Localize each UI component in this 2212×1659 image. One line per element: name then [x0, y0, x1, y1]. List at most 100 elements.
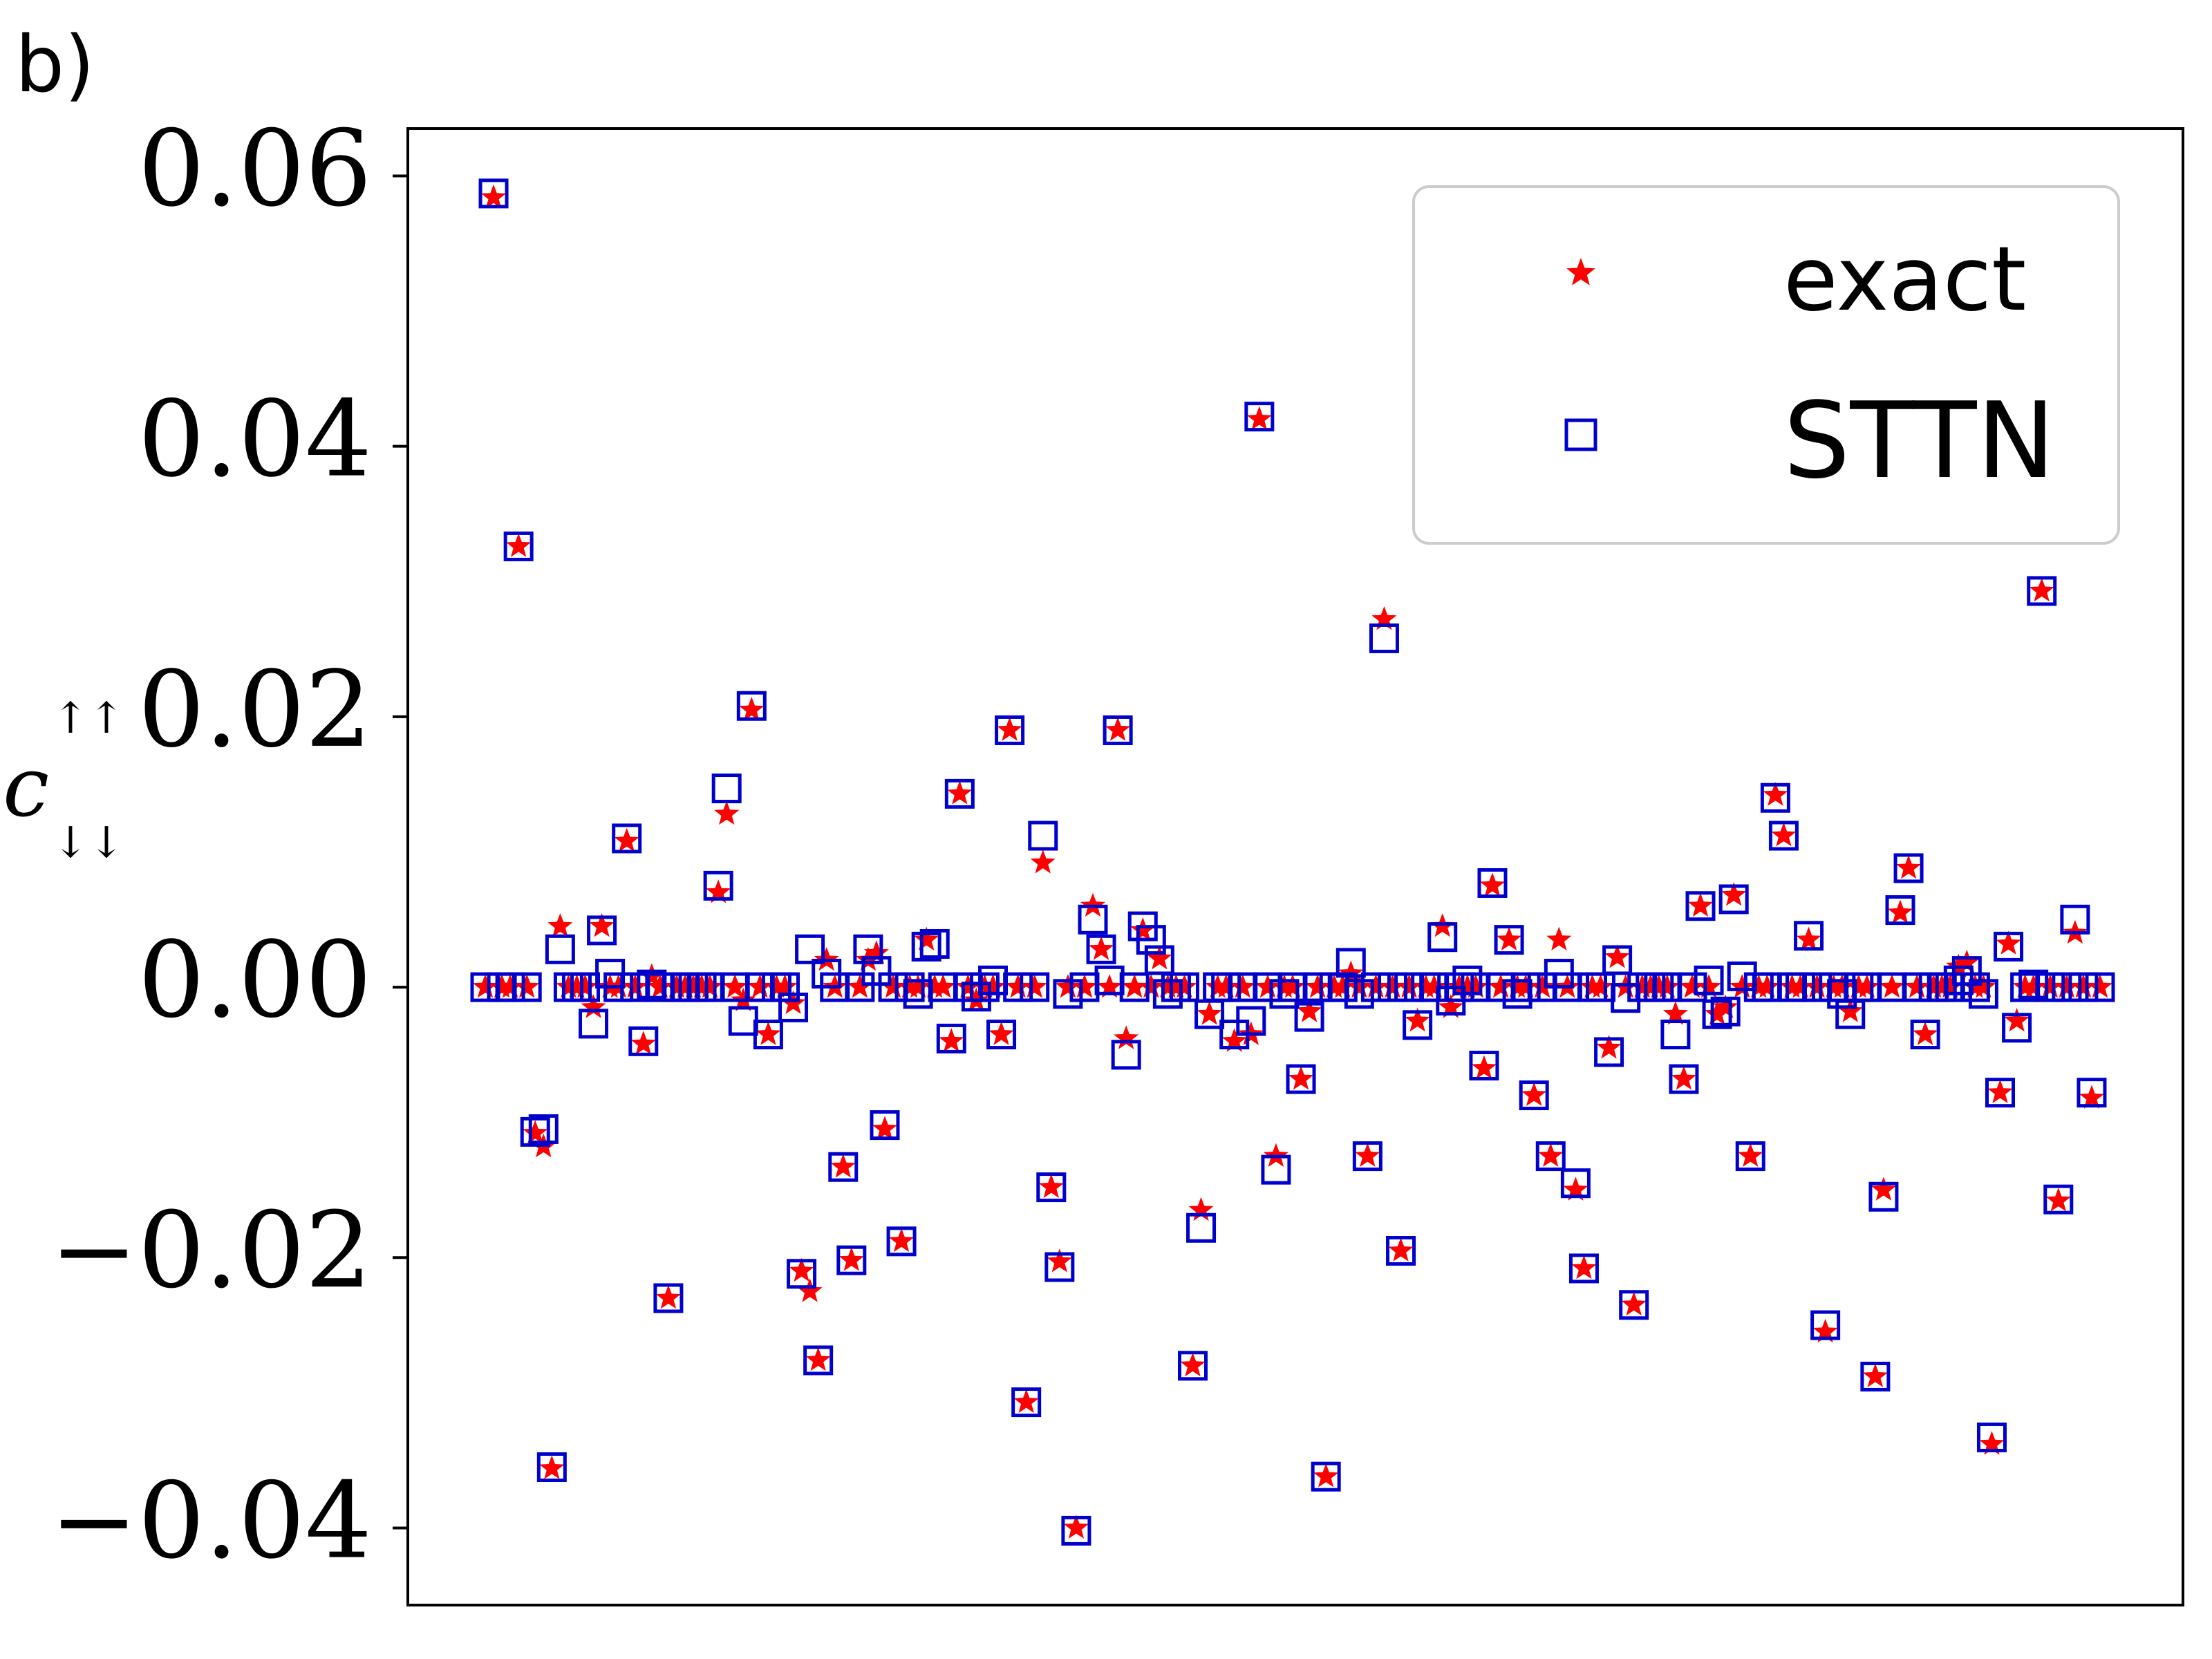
sttn-point — [1020, 972, 1050, 1002]
sttn-point — [1369, 623, 1399, 653]
sttn-point — [736, 691, 767, 721]
sttn-point — [495, 972, 525, 1002]
exact-point — [1979, 1431, 2005, 1455]
exact-point — [1713, 994, 1738, 1018]
exact-point — [1530, 974, 1555, 998]
y-tick-label: 0.00 — [138, 919, 372, 1041]
sttn-point — [603, 972, 634, 1002]
exact-point — [980, 974, 1006, 998]
exact-point — [847, 974, 872, 998]
sttn-point — [1377, 972, 1407, 1002]
exact-point — [1172, 974, 1197, 998]
exact-point — [1255, 974, 1280, 998]
sttn-point — [919, 928, 950, 959]
sttn-point — [536, 1452, 567, 1482]
legend-sttn-marker — [1564, 418, 1597, 451]
exact-point — [1396, 974, 1422, 998]
sttn-point — [828, 1152, 859, 1182]
exact-point — [1671, 1066, 1696, 1090]
sttn-point — [795, 934, 825, 964]
exact-point — [1038, 1174, 1064, 1198]
exact-point — [2004, 1008, 2030, 1032]
sttn-point — [2085, 972, 2115, 1002]
exact-point — [955, 974, 981, 998]
exact-point — [481, 184, 507, 209]
exact-point — [1288, 1066, 1314, 1090]
sttn-point — [579, 1009, 609, 1039]
sttn-point — [1294, 1002, 1324, 1032]
sttn-point — [587, 915, 617, 946]
sttn-point — [1519, 1080, 1549, 1111]
exact-point — [1538, 1143, 1564, 1167]
exact-point — [1604, 944, 1630, 968]
sttn-point — [803, 1345, 834, 1376]
sttn-point — [1286, 1064, 1316, 1094]
legend-square-marker — [1564, 418, 1597, 451]
y-axis-label-subscript: ↓↓ — [53, 817, 124, 868]
sttn-point — [1768, 821, 1799, 851]
exact-point — [1380, 974, 1405, 998]
sttn-point — [1951, 956, 1982, 986]
exact-point — [647, 974, 673, 998]
exact-point — [1213, 974, 1239, 998]
sttn-point — [911, 931, 941, 962]
exact-point — [2045, 1188, 2071, 1212]
exact-point — [1971, 974, 1996, 998]
exact-point — [1347, 974, 1372, 998]
exact-point — [780, 990, 806, 1014]
exact-point — [756, 1021, 781, 1045]
exact-point — [1022, 974, 1047, 998]
legend-sttn-label: STTN — [1783, 379, 2055, 502]
sttn-point — [1619, 1290, 1649, 1320]
exact-point — [1421, 974, 1447, 998]
y-tick-label: −0.02 — [50, 1189, 372, 1311]
exact-point — [1987, 1079, 2013, 1103]
exact-point — [1280, 974, 1306, 998]
exact-point — [539, 1455, 565, 1479]
sttn-point — [836, 1245, 867, 1275]
sttn-point — [503, 531, 534, 561]
exact-point — [747, 974, 773, 998]
exact-point — [1355, 1143, 1380, 1167]
exact-point — [1479, 872, 1506, 897]
legend-exact-label: exact — [1783, 228, 2026, 331]
exact-point — [706, 879, 731, 903]
sttn-point — [1860, 1361, 1891, 1391]
sttn-point — [2052, 972, 2082, 1002]
exact-point — [1438, 994, 1463, 1018]
sttn-point — [1261, 1154, 1291, 1185]
sttn-point — [1968, 979, 1998, 1009]
exact-point — [1871, 1177, 1896, 1201]
sttn-point — [1186, 1212, 1217, 1243]
exact-point — [1887, 899, 1913, 924]
exact-point — [739, 697, 765, 721]
sttn-point — [1311, 1461, 1341, 1492]
sttn-point — [1669, 1064, 1699, 1094]
sttn-point — [1236, 1006, 1266, 1036]
exact-point — [1996, 930, 2021, 955]
exact-point — [947, 780, 973, 805]
exact-point — [1738, 1143, 1763, 1167]
sttn-point — [1760, 782, 1790, 813]
sttn-point — [1044, 1252, 1075, 1282]
exact-point — [1371, 606, 1397, 630]
sttn-point — [778, 992, 809, 1022]
sttn-point — [1386, 1236, 1416, 1266]
exact-point — [622, 974, 648, 998]
sttn-point — [995, 715, 1025, 745]
sttn-point — [944, 778, 975, 809]
exact-point — [1521, 1082, 1547, 1106]
exact-point — [2037, 974, 2063, 998]
exact-point — [655, 1285, 681, 1309]
exact-point — [1497, 926, 1522, 950]
sttn-point — [1985, 1078, 2016, 1108]
exact-point — [1812, 1318, 1838, 1343]
sttn-point — [1960, 972, 1990, 1002]
exact-point — [614, 827, 639, 852]
exact-point — [1563, 1177, 1588, 1201]
sttn-point — [1535, 1141, 1566, 1172]
exact-point — [1030, 850, 1056, 874]
sttn-point — [1352, 1141, 1382, 1172]
sttn-point — [861, 956, 892, 986]
y-axis-label-superscript: ↑↑ — [53, 693, 124, 743]
